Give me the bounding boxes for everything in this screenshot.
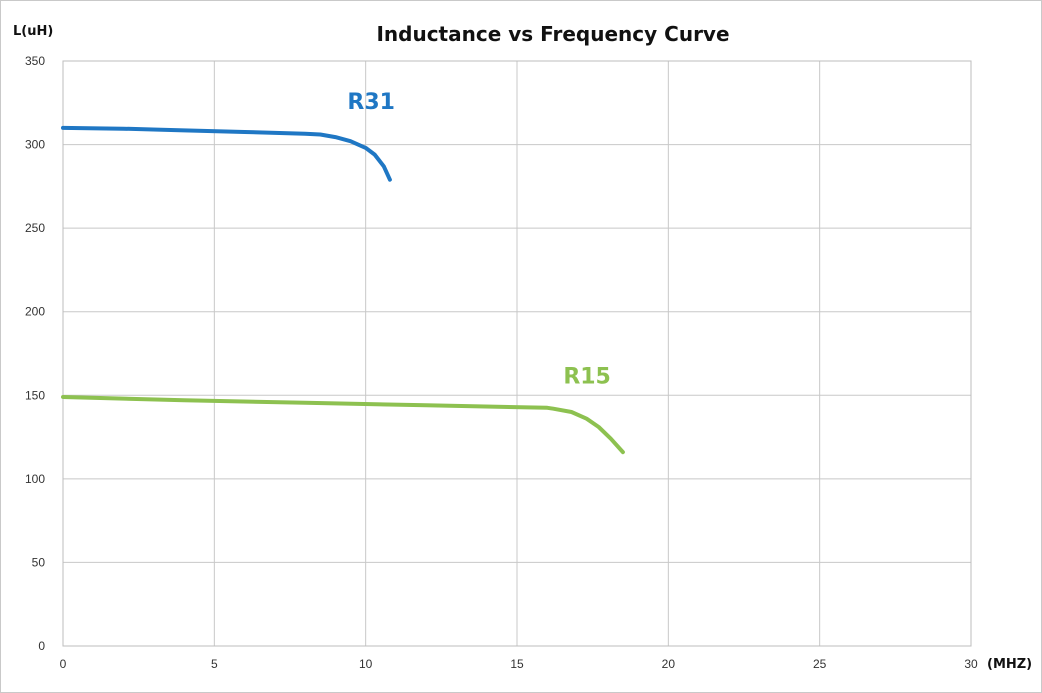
y-tick-label: 0 xyxy=(38,639,45,653)
series-label-r15: R15 xyxy=(563,365,611,390)
y-tick-label: 250 xyxy=(25,221,45,235)
y-tick-label: 50 xyxy=(32,555,46,569)
series-label-r31: R31 xyxy=(347,90,395,115)
chart-title: Inductance vs Frequency Curve xyxy=(376,22,729,46)
x-tick-label: 15 xyxy=(510,657,524,671)
series-layer: R31 R15 xyxy=(61,90,625,455)
y-tick-label: 300 xyxy=(25,138,45,152)
x-tick-label: 10 xyxy=(359,657,373,671)
x-tick-label: 5 xyxy=(211,657,218,671)
x-tick-label: 20 xyxy=(662,657,676,671)
series-line-r15 xyxy=(61,395,625,455)
y-tick-label: 200 xyxy=(25,305,45,319)
plot-area-frame xyxy=(62,60,972,647)
y-tick-label: 100 xyxy=(25,472,45,486)
x-tick-label: 0 xyxy=(60,657,67,671)
y-axis-label: L(uH) xyxy=(13,24,53,39)
grid-layer xyxy=(62,60,972,647)
series-line-r31 xyxy=(61,125,392,182)
x-tick-label: 30 xyxy=(964,657,978,671)
y-tick-label: 150 xyxy=(25,388,45,402)
x-tick-label: 25 xyxy=(813,657,827,671)
y-tick-label: 350 xyxy=(25,54,45,68)
x-axis-label: (MHZ) xyxy=(987,657,1032,672)
